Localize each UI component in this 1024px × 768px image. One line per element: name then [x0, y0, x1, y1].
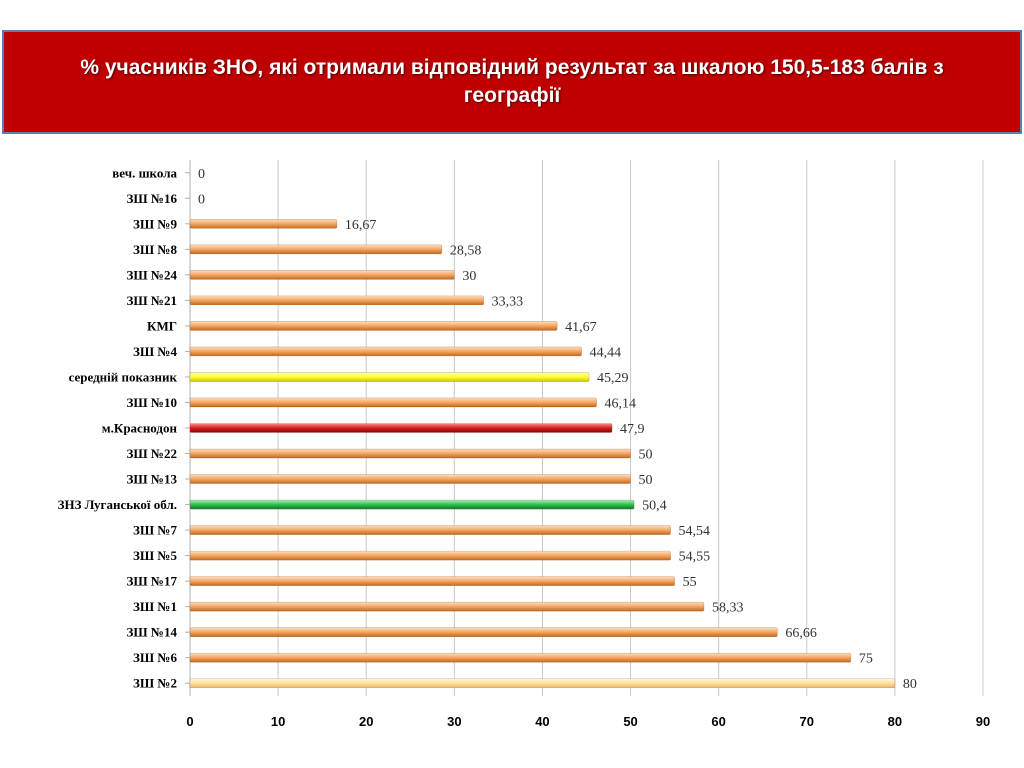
bar	[189, 627, 778, 637]
category-label: ЗШ №7	[133, 523, 177, 538]
bar	[189, 397, 597, 408]
category-label: ЗШ №8	[133, 242, 177, 257]
category-label: ЗШ №5	[133, 548, 177, 563]
labels: 0 10 20 30 40 50 60 70 80 90 веч. школа 0 ЗШ №16 0 ЗШ …	[58, 165, 991, 729]
x-tick-label: 0	[186, 714, 193, 729]
bars	[189, 219, 896, 689]
category-label: м.Краснодон	[102, 421, 178, 436]
bar	[189, 295, 484, 306]
bar	[189, 244, 443, 255]
bar	[189, 423, 613, 433]
bar	[189, 270, 455, 280]
data-label: 55	[683, 575, 697, 590]
bar-chart: 0 10 20 30 40 50 60 70 80 90 веч. школа 0 ЗШ №16 0 ЗШ …	[58, 160, 991, 729]
data-label: 66,66	[785, 626, 817, 641]
bar	[189, 474, 631, 484]
x-tick-label: 60	[711, 714, 725, 729]
category-label: ЗШ №13	[127, 472, 178, 487]
bar	[189, 601, 705, 612]
data-label: 75	[859, 652, 873, 667]
category-label: КМГ	[147, 318, 177, 333]
x-tick-label: 30	[447, 714, 461, 729]
category-label: ЗШ №21	[127, 293, 177, 308]
data-label: 33,33	[492, 294, 523, 309]
x-tick-label: 40	[535, 714, 549, 729]
chart-area: 0 10 20 30 40 50 60 70 80 90 веч. школа 0 ЗШ №16 0 ЗШ …	[0, 150, 1024, 768]
bar	[189, 652, 852, 663]
data-label: 50	[639, 473, 653, 488]
category-label: ЗШ №9	[133, 216, 177, 231]
bar	[189, 372, 590, 382]
x-tick-label: 20	[359, 714, 373, 729]
bar	[189, 525, 671, 535]
category-label: ЗШ №6	[133, 650, 177, 665]
data-label: 0	[198, 192, 205, 207]
data-label: 80	[903, 677, 917, 692]
data-label: 47,9	[620, 422, 645, 437]
data-label: 30	[462, 269, 476, 284]
category-label: веч. школа	[112, 165, 177, 180]
category-label: ЗШ №10	[127, 395, 177, 410]
data-label: 46,14	[605, 396, 637, 411]
data-label: 0	[198, 167, 205, 182]
category-label: ЗШ №16	[127, 191, 178, 206]
x-tick-label: 90	[976, 714, 990, 729]
category-label: ЗШ №2	[133, 676, 177, 691]
x-tick-label: 10	[271, 714, 285, 729]
bar	[189, 499, 635, 510]
bar	[189, 678, 896, 689]
bar	[189, 219, 338, 229]
x-tick-label: 80	[888, 714, 902, 729]
data-label: 50	[639, 448, 653, 463]
category-label: ЗШ №24	[127, 267, 178, 282]
title-banner: % учасників ЗНО, які отримали відповідни…	[2, 30, 1022, 134]
bar	[189, 321, 558, 331]
data-label: 16,67	[345, 218, 377, 233]
data-label: 45,29	[597, 371, 629, 386]
bar	[189, 550, 671, 561]
chart-title: % учасників ЗНО, які отримали відповідни…	[80, 56, 944, 107]
category-label: ЗШ №17	[127, 574, 178, 589]
data-label: 28,58	[450, 243, 482, 258]
category-label: ЗШ №1	[133, 599, 177, 614]
category-label: ЗШ №22	[127, 446, 177, 461]
category-label: ЗШ №4	[133, 344, 177, 359]
bar	[189, 346, 582, 357]
x-tick-label: 50	[623, 714, 637, 729]
data-label: 54,55	[679, 550, 711, 565]
data-label: 54,54	[679, 524, 711, 539]
data-label: 44,44	[590, 345, 622, 360]
x-tick-label: 70	[800, 714, 814, 729]
data-label: 41,67	[565, 320, 597, 335]
bar	[189, 576, 675, 586]
data-label: 58,33	[712, 601, 744, 616]
bar	[189, 448, 631, 459]
category-label: ЗШ №14	[127, 625, 178, 640]
category-label: середній показник	[69, 369, 178, 384]
data-label: 50,4	[642, 499, 667, 514]
category-label: ЗНЗ Луганської обл.	[58, 497, 177, 512]
